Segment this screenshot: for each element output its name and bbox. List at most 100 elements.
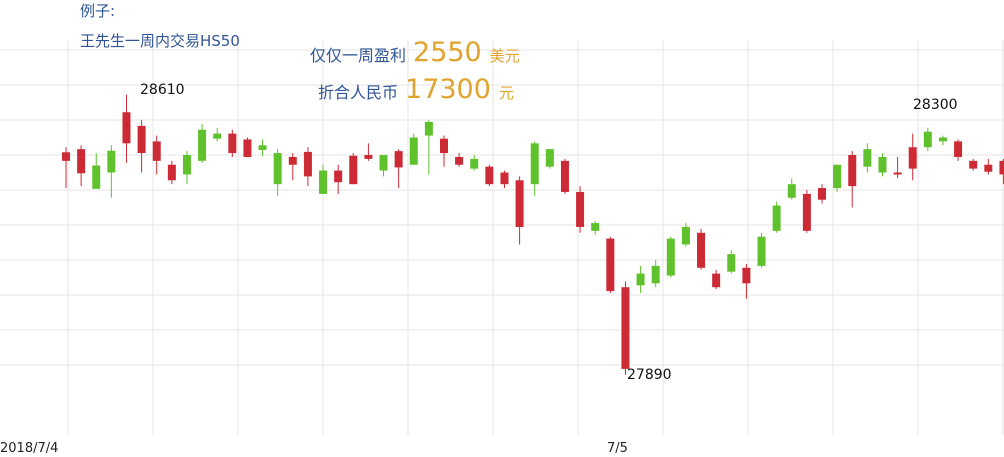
candle-body [576, 191, 585, 227]
candle-body [560, 160, 569, 192]
candle [848, 151, 857, 208]
candle [666, 236, 675, 278]
annotation-low: 27890 [627, 367, 672, 383]
candle-body [288, 156, 297, 165]
candle [908, 133, 917, 181]
candle [742, 263, 751, 299]
candle [243, 137, 252, 157]
candle-body [893, 172, 902, 175]
candle [424, 120, 433, 175]
candle-body [92, 165, 101, 189]
candle-body [757, 236, 766, 266]
candle [621, 281, 630, 375]
rmb-value: 17300 [405, 74, 491, 105]
candle [319, 164, 328, 194]
profit-unit: 美元 [489, 47, 520, 65]
candle-body [152, 141, 161, 161]
candle-body [455, 156, 464, 165]
candle-body [228, 133, 237, 154]
candle [455, 153, 464, 167]
candle [379, 155, 388, 177]
candle-body [409, 137, 418, 165]
candle-body [515, 180, 524, 227]
candle [727, 250, 736, 274]
candle-body [167, 164, 176, 181]
candle-body [303, 151, 312, 177]
candle-body [636, 273, 645, 286]
candle-body [394, 151, 403, 168]
candle-body [606, 238, 615, 292]
candle-body [470, 158, 479, 169]
candle-body [334, 170, 343, 183]
candle-body [878, 156, 887, 173]
example-label: 例子: [80, 2, 116, 20]
candle-body [848, 155, 857, 187]
candle [213, 127, 222, 142]
candle [681, 223, 690, 247]
candle-body [273, 153, 282, 185]
candle [167, 160, 176, 185]
candle [651, 260, 660, 288]
candle [772, 201, 781, 233]
candle-body [712, 273, 721, 288]
candle [878, 153, 887, 177]
candle-body [938, 137, 947, 142]
candle [606, 236, 615, 294]
candle-body [697, 232, 706, 268]
candle-body [969, 160, 978, 169]
x-tick-label-mid: 7/5 [607, 441, 628, 456]
candle-body [681, 226, 690, 245]
candle-body [319, 170, 328, 194]
candles [62, 94, 1004, 375]
candle [122, 94, 131, 163]
grid-lines [0, 40, 1004, 435]
candle [349, 153, 358, 185]
candle [636, 265, 645, 294]
candle [697, 228, 706, 270]
candle [591, 221, 600, 235]
profit-value: 2550 [413, 37, 482, 68]
rmb-unit: 元 [498, 84, 514, 102]
candle-body [923, 131, 932, 148]
candle [787, 178, 796, 200]
candle [334, 164, 343, 194]
candle-body [62, 152, 70, 161]
candle-body [137, 125, 146, 154]
candle [470, 155, 479, 171]
candle-body [727, 254, 736, 272]
candle-body [424, 121, 433, 136]
candle-body [258, 145, 267, 150]
candle [409, 133, 418, 165]
candle-body [802, 193, 811, 231]
x-tick-label-start: 2018/7/4 [0, 441, 59, 456]
candle [364, 143, 373, 161]
candle-body [122, 112, 131, 144]
candle-body [500, 172, 509, 185]
candle [303, 147, 312, 187]
profit-row: 仅仅一周盈利 2550 美元 [310, 37, 520, 68]
candle [757, 232, 766, 268]
candle-body [77, 149, 86, 174]
candle-body [198, 129, 207, 161]
candle [92, 153, 101, 189]
candle [999, 158, 1004, 185]
candle [440, 135, 448, 167]
candle [198, 123, 207, 163]
candle [712, 269, 721, 290]
candle-body [742, 267, 751, 284]
candle-body [818, 188, 826, 200]
candle-body [666, 238, 675, 276]
candle [893, 156, 902, 179]
candle-body [863, 149, 872, 167]
candle-body [440, 138, 448, 154]
candle [863, 143, 872, 173]
candle-body [364, 155, 373, 159]
candle [530, 141, 539, 196]
candle-body [772, 205, 781, 231]
candle-body [485, 166, 494, 185]
candle-body [651, 265, 660, 284]
candle-body [545, 149, 554, 167]
candle [818, 184, 826, 204]
candle-body [243, 139, 252, 157]
chart-title: 王先生一周内交易HS50 [80, 32, 240, 50]
